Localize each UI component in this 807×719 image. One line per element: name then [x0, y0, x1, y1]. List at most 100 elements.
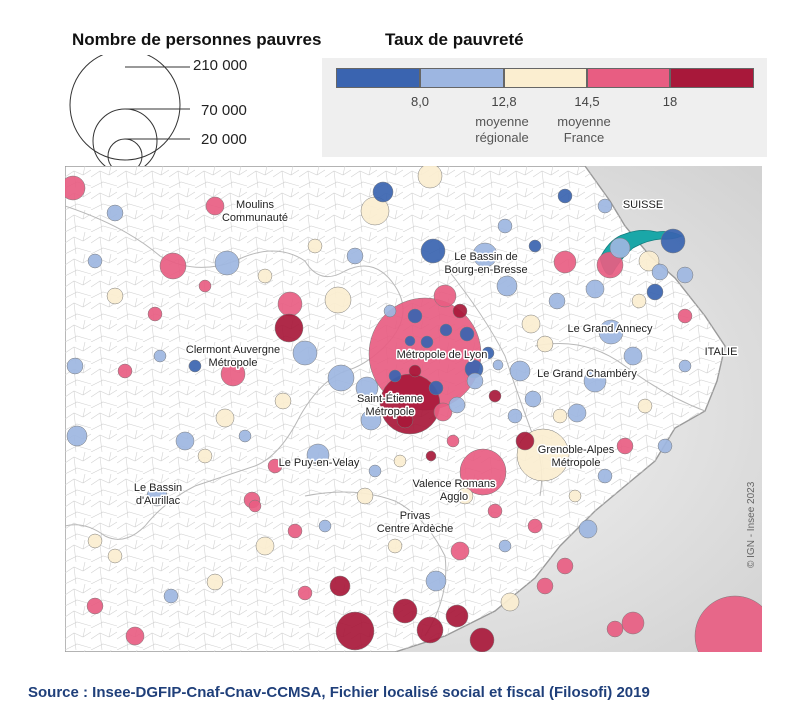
color-legend-title: Taux de pauvreté	[385, 30, 524, 49]
commune-bubble	[466, 372, 484, 390]
color-bin-1	[336, 68, 420, 88]
commune-bubble	[507, 408, 523, 424]
commune-bubble	[307, 238, 323, 254]
commune-bubble	[448, 396, 466, 414]
commune-bubble	[407, 308, 423, 324]
commune-bubble	[452, 303, 468, 319]
commune-bubble	[147, 306, 163, 322]
commune-bubble	[515, 431, 535, 451]
commune-bubble	[324, 286, 352, 314]
commune-bubble	[214, 250, 240, 276]
commune-bubble	[428, 380, 444, 396]
commune-bubble	[66, 357, 84, 375]
commune-bubble	[404, 335, 416, 347]
commune-bubble	[567, 403, 587, 423]
commune-bubble	[548, 292, 566, 310]
commune-bubble	[306, 443, 330, 467]
color-bin-3	[504, 68, 587, 88]
commune-bubble	[557, 188, 573, 204]
commune-bubble	[425, 450, 437, 462]
threshold-label: 8,0	[410, 94, 430, 109]
commune-bubble	[606, 620, 624, 638]
commune-bubble	[631, 293, 647, 309]
commune-bubble	[346, 247, 364, 265]
commune-bubble	[657, 438, 673, 454]
commune-bubble	[335, 611, 375, 651]
commune-bubble	[153, 349, 167, 363]
commune-bubble	[459, 448, 507, 496]
commune-bubble	[393, 454, 407, 468]
commune-bubble	[159, 252, 187, 280]
commune-bubble	[66, 425, 88, 447]
commune-bubble	[597, 468, 613, 484]
poverty-map: Moulins Communauté Le Bassin de Bourg-en-B…	[65, 166, 762, 652]
color-bin-5	[670, 68, 754, 88]
threshold-label: 18	[662, 94, 678, 109]
commune-bubble	[524, 390, 542, 408]
commune-bubble	[509, 360, 531, 382]
commune-bubble	[694, 595, 762, 652]
commune-bubble	[360, 409, 382, 431]
commune-bubble	[578, 519, 598, 539]
commune-bubble	[623, 346, 643, 366]
commune-bubble	[255, 536, 275, 556]
commune-bubble	[556, 557, 574, 575]
note-france-average: moyenne France	[557, 114, 611, 145]
commune-bubble	[220, 361, 246, 387]
commune-bubble	[408, 364, 422, 378]
color-legend: 8,0 12,8 14,5 18 moyenne régionale moyen…	[322, 58, 767, 157]
commune-bubble	[638, 250, 660, 272]
commune-bubble	[396, 411, 414, 429]
size-legend: 210 000 70 000 20 000	[60, 55, 320, 175]
commune-bubble	[292, 340, 318, 366]
commune-bubble	[487, 503, 503, 519]
commune-bubble	[318, 519, 332, 533]
commune-bubble	[552, 408, 568, 424]
commune-bubble	[598, 319, 624, 345]
commune-bubble	[387, 538, 403, 554]
place-label: Clermont Auvergne Métropole	[186, 344, 280, 369]
commune-bubble	[417, 166, 443, 189]
commune-bubble	[676, 266, 694, 284]
size-label-large: 210 000	[193, 57, 248, 74]
size-label-small: 20 000	[201, 131, 247, 148]
commune-bubble	[206, 573, 224, 591]
commune-bubble	[420, 238, 446, 264]
commune-bubble	[488, 389, 502, 403]
commune-bubble	[238, 429, 252, 443]
commune-bubble	[450, 541, 470, 561]
place-label: Le Puy-en-Velay	[279, 457, 360, 469]
commune-bubble	[175, 431, 195, 451]
country-label-italy: ITALIE	[705, 346, 738, 358]
commune-bubble	[553, 250, 577, 274]
size-circle-medium	[92, 108, 158, 174]
commune-bubble	[368, 464, 382, 478]
place-labels: Moulins Communauté Le Bassin de Bourg-en-B…	[132, 198, 654, 537]
country-label-switzerland: SUISSE	[623, 199, 663, 211]
commune-bubble	[125, 626, 145, 646]
commune-bubble	[388, 369, 402, 383]
commune-bubble	[248, 499, 262, 513]
commune-bubble	[117, 363, 133, 379]
commune-bubble	[456, 487, 474, 505]
commune-bubble	[677, 308, 693, 324]
place-label: Saint-Étienne Métropole	[357, 392, 423, 418]
commune-bubble	[277, 291, 303, 317]
place-label: Le Bassin d'Aurillac	[134, 482, 182, 507]
commune-bubble	[433, 402, 453, 422]
commune-bubble	[355, 376, 379, 400]
size-legend-circles	[69, 55, 190, 174]
commune-bubble	[65, 175, 86, 201]
commune-bubble	[297, 585, 313, 601]
commune-bubble	[616, 437, 634, 455]
commune-bubble	[267, 458, 283, 474]
threshold-label: 14,5	[574, 94, 600, 109]
commune-bubble	[274, 392, 292, 410]
place-label: Grenoble-Alpes Métropole	[538, 444, 615, 469]
size-circle-large	[69, 55, 181, 161]
commune-bubble	[446, 434, 460, 448]
place-label: Privas Centre Ardèche	[377, 510, 453, 535]
commune-bubble	[583, 369, 607, 393]
commune-bubble	[646, 283, 664, 301]
commune-bubble	[469, 627, 495, 652]
